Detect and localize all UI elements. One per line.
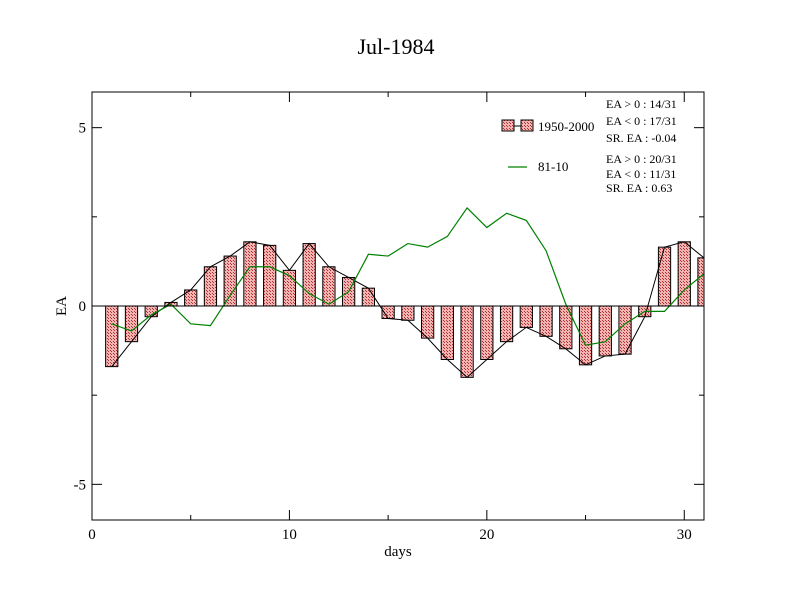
bar-day-31 (697, 257, 705, 307)
bar-day-18 (440, 305, 454, 360)
bar-day-23 (539, 305, 553, 337)
bar-day-26 (598, 305, 612, 357)
y-axis-label: EA (54, 296, 70, 316)
bar-day-14 (361, 287, 376, 307)
legend-swatch-bar-left (501, 119, 515, 132)
x-tick-label-30: 30 (677, 527, 692, 543)
bar-day-16 (401, 305, 415, 321)
y-tick-label-5: 5 (79, 121, 87, 137)
legend-swatch-bar-right (520, 119, 534, 132)
stats-1950-2000-positive: EA > 0 : 14/31 (606, 97, 677, 111)
stats-1950-2000-sr: SR. EA : -0.04 (606, 131, 676, 145)
series-line-81-10 (111, 206, 705, 346)
bar-day-20 (480, 305, 494, 360)
bar-day-12 (322, 266, 336, 307)
x-axis-label: days (384, 544, 412, 560)
bar-day-19 (460, 305, 474, 378)
chart-title: Jul-1984 (358, 34, 435, 59)
bar-day-22 (519, 305, 533, 328)
x-tick-label-20: 20 (479, 527, 494, 543)
bar-day-11 (302, 243, 316, 307)
bar-day-1 (105, 305, 119, 368)
plot-area: 0 10 20 30 -5 0 5 (74, 91, 705, 543)
stats-81-10-negative: EA < 0 : 11/31 (606, 167, 676, 181)
y-tick-label--5: -5 (74, 477, 87, 493)
x-tick-label-10: 10 (282, 527, 297, 543)
stats-1950-2000-negative: EA < 0 : 17/31 (606, 114, 677, 128)
stats-81-10-sr: SR. EA : 0.63 (606, 181, 672, 195)
y-tick-label-0: 0 (79, 299, 87, 315)
bar-day-21 (499, 305, 514, 343)
legend-label-1950-2000: 1950-2000 (538, 119, 594, 134)
legend: 1950-2000 81-10 EA > 0 : 14/31 EA < 0 : … (501, 97, 677, 195)
bar-day-30 (677, 241, 691, 307)
bar-day-7 (223, 255, 237, 307)
series-line-1950-2000 (111, 241, 705, 379)
stats-81-10-positive: EA > 0 : 20/31 (606, 152, 677, 166)
bar-day-29 (657, 246, 672, 307)
x-tick-label-0: 0 (88, 527, 96, 543)
legend-label-81-10: 81-10 (538, 159, 568, 174)
bar-day-6 (203, 266, 218, 307)
bar-day-17 (420, 305, 435, 339)
bar-day-9 (263, 244, 277, 307)
